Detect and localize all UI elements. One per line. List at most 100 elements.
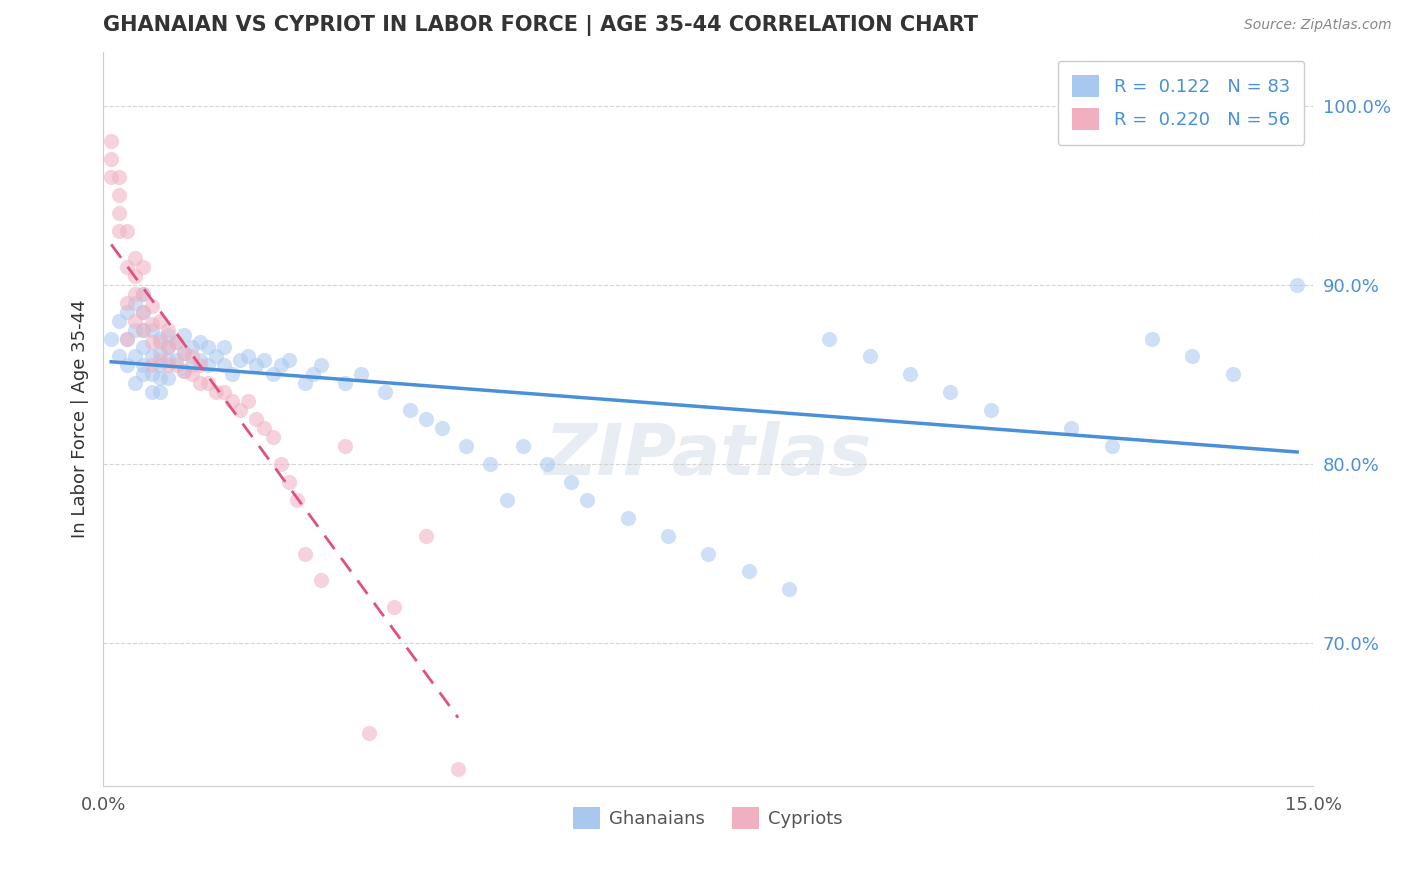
Point — [245, 412, 267, 426]
Point — [1286, 277, 1309, 292]
Point — [398, 403, 420, 417]
Legend: Ghanaians, Cypriots: Ghanaians, Cypriots — [567, 800, 851, 836]
Point — [132, 286, 155, 301]
Point — [180, 350, 202, 364]
Point — [512, 439, 534, 453]
Point — [238, 394, 260, 409]
Point — [165, 359, 187, 373]
Point — [117, 332, 139, 346]
Point — [156, 327, 179, 342]
Point — [1222, 368, 1244, 382]
Point — [108, 188, 131, 202]
Point — [117, 260, 139, 274]
Point — [180, 341, 202, 355]
Y-axis label: In Labor Force | Age 35-44: In Labor Force | Age 35-44 — [72, 300, 89, 539]
Point — [156, 359, 179, 373]
Point — [100, 153, 122, 167]
Point — [858, 350, 880, 364]
Point — [156, 341, 179, 355]
Point — [294, 547, 316, 561]
Point — [149, 371, 172, 385]
Point — [141, 359, 163, 373]
Point — [132, 304, 155, 318]
Point — [149, 359, 172, 373]
Point — [447, 762, 470, 776]
Point — [333, 376, 356, 391]
Point — [197, 376, 219, 391]
Point — [173, 346, 195, 360]
Point — [149, 385, 172, 400]
Point — [277, 475, 299, 489]
Point — [374, 385, 396, 400]
Point — [132, 341, 155, 355]
Point — [262, 430, 284, 444]
Point — [277, 353, 299, 368]
Point — [898, 368, 921, 382]
Point — [149, 346, 172, 360]
Point — [1060, 421, 1083, 435]
Point — [245, 359, 267, 373]
Point — [657, 528, 679, 542]
Point — [173, 364, 195, 378]
Point — [173, 327, 195, 342]
Point — [270, 457, 292, 471]
Point — [117, 359, 139, 373]
Point — [165, 335, 187, 350]
Point — [124, 286, 146, 301]
Point — [141, 299, 163, 313]
Point — [382, 600, 405, 615]
Point — [124, 350, 146, 364]
Point — [221, 394, 243, 409]
Point — [124, 376, 146, 391]
Point — [132, 368, 155, 382]
Point — [108, 350, 131, 364]
Point — [149, 332, 172, 346]
Point — [1181, 350, 1204, 364]
Point — [205, 350, 228, 364]
Point — [238, 350, 260, 364]
Point — [456, 439, 478, 453]
Point — [197, 341, 219, 355]
Point — [536, 457, 558, 471]
Point — [108, 206, 131, 220]
Point — [132, 322, 155, 336]
Point — [285, 492, 308, 507]
Point — [149, 335, 172, 350]
Point — [132, 322, 155, 336]
Point — [141, 368, 163, 382]
Point — [141, 322, 163, 336]
Point — [173, 364, 195, 378]
Point — [262, 368, 284, 382]
Point — [212, 385, 235, 400]
Point — [188, 359, 211, 373]
Point — [117, 332, 139, 346]
Point — [415, 412, 437, 426]
Point — [124, 251, 146, 265]
Point — [309, 574, 332, 588]
Point — [495, 492, 517, 507]
Point — [212, 341, 235, 355]
Point — [294, 376, 316, 391]
Point — [697, 547, 720, 561]
Point — [188, 335, 211, 350]
Point — [778, 582, 800, 597]
Point — [117, 295, 139, 310]
Text: Source: ZipAtlas.com: Source: ZipAtlas.com — [1244, 18, 1392, 32]
Point — [188, 353, 211, 368]
Point — [737, 565, 759, 579]
Point — [197, 359, 219, 373]
Point — [100, 332, 122, 346]
Point — [1101, 439, 1123, 453]
Point — [132, 359, 155, 373]
Point — [100, 170, 122, 185]
Point — [229, 353, 252, 368]
Point — [302, 368, 325, 382]
Point — [333, 439, 356, 453]
Point — [818, 332, 841, 346]
Point — [165, 335, 187, 350]
Point — [141, 317, 163, 331]
Point — [124, 295, 146, 310]
Point — [132, 260, 155, 274]
Point — [430, 421, 453, 435]
Point — [132, 286, 155, 301]
